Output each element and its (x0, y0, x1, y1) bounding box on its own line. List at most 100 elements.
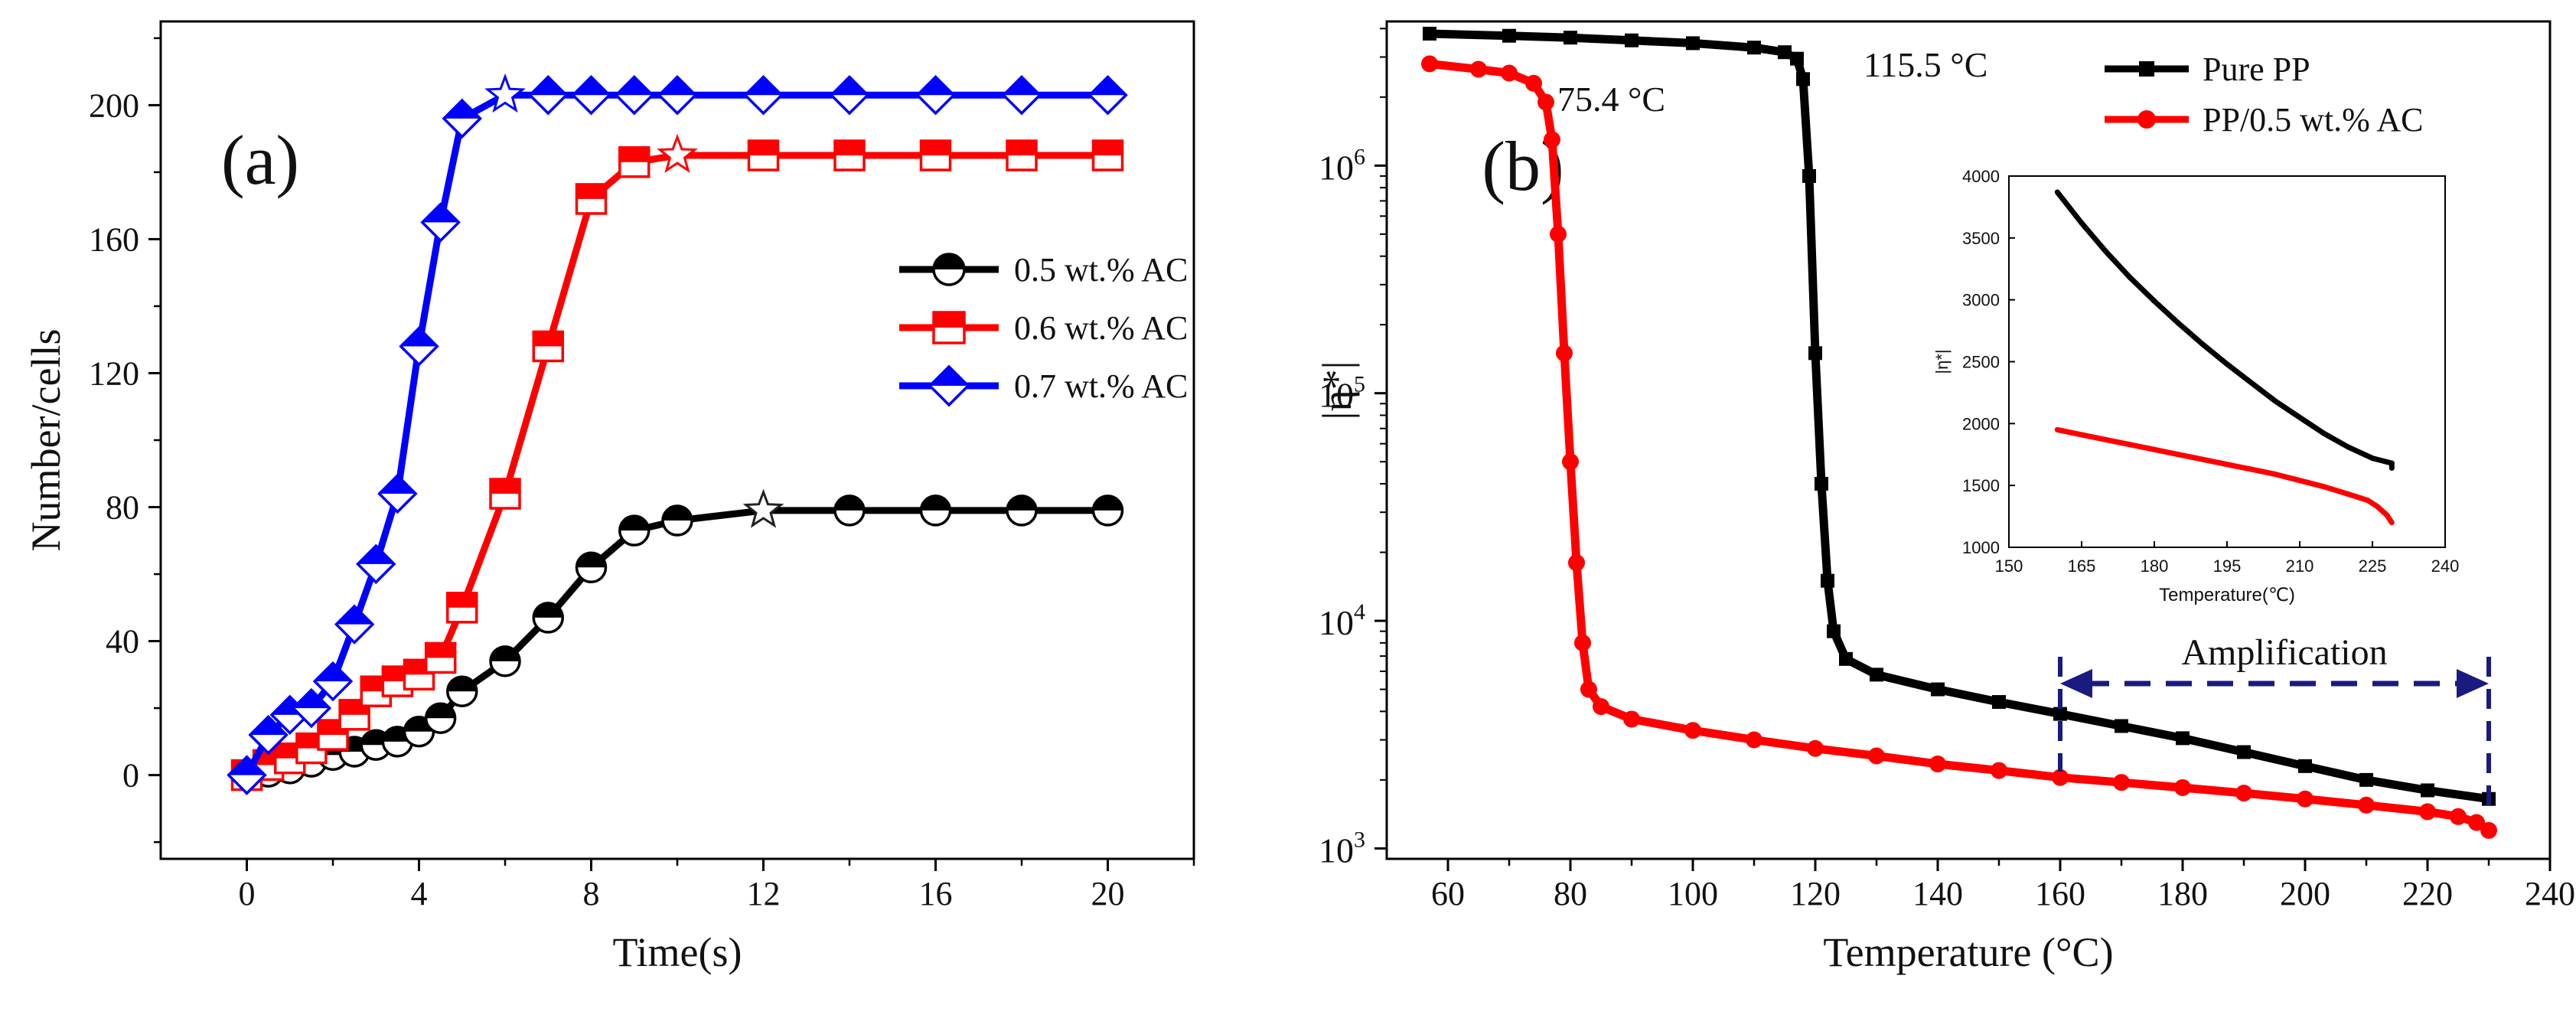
inset-point (2151, 446, 2157, 452)
panel-a-point (528, 75, 569, 116)
inset-point (2176, 452, 2182, 458)
panel-a-point (833, 494, 866, 527)
panel-b-point (1623, 710, 1640, 728)
panel-a-point-half (748, 141, 778, 156)
inset-point (2389, 460, 2395, 466)
panel-b-xtick-label: 60 (1431, 875, 1465, 912)
inset-series-1 (2054, 189, 2395, 471)
panel-b-point-shape (1537, 93, 1554, 111)
panel-b-point (1593, 698, 1609, 716)
panel-b-series-1 (1429, 29, 2490, 804)
panel-a-point-half (835, 495, 864, 511)
panel-b-point (2237, 745, 2251, 759)
panel-b-point (1870, 667, 1883, 682)
panel-a-legend-label: 0.5 wt.% AC (1014, 251, 1188, 289)
panel-b-point-shape (1556, 344, 1573, 362)
panel-b-frame (1385, 20, 2552, 860)
panel-b-point-shape (1929, 756, 1946, 773)
inset-point (2389, 520, 2395, 526)
panel-b-point (2358, 796, 2375, 814)
panel-a-xtick-label: 16 (919, 875, 953, 912)
panel-b-point (2468, 814, 2485, 831)
panel-b-point-shape (1593, 698, 1609, 716)
panel-a-point-half (249, 716, 287, 736)
panel-b-ylabel: |η*| (1314, 361, 1360, 420)
panel-b-point (1544, 131, 1560, 148)
panel-b-xtick-label: 160 (2035, 875, 2085, 912)
panel-b-point-shape (2298, 759, 2312, 773)
inset-ylabel: |η*| (1932, 349, 1952, 374)
panel-a-legend-marker-half (930, 367, 968, 386)
inset-point (2321, 430, 2327, 436)
panel-a-series-line (243, 91, 1108, 777)
panel-b-point-shape (1827, 624, 1841, 638)
panel-a-point-half (1003, 77, 1040, 96)
panel-a-ytick-label: 160 (89, 220, 139, 258)
panel-a-legend-label: 0.7 wt.% AC (1014, 367, 1188, 405)
panel-a-point (1087, 75, 1128, 116)
inset-point (2272, 472, 2278, 478)
panel-a-point-half (357, 546, 394, 564)
panel-a-point (915, 75, 956, 116)
panel-a-point (1091, 139, 1124, 171)
panel-b-point-shape (1580, 680, 1597, 698)
panel-b-legend-marker-shape (2139, 61, 2154, 77)
panel-b-point-shape (1790, 51, 1804, 66)
inset-point (2248, 466, 2255, 472)
panel-b-point (2235, 785, 2252, 802)
panel-b-point (1778, 45, 1792, 60)
inset-xtick-label: 195 (2213, 556, 2242, 576)
panel-a-point-star (742, 488, 784, 528)
panel-b-point (1562, 453, 1579, 471)
panel-b-point-shape (1544, 131, 1560, 148)
panel-b-point (1502, 28, 1516, 43)
panel-a-point (919, 494, 952, 527)
panel-b-point (1807, 739, 1824, 757)
panel-b-xtick-label: 120 (1790, 875, 1841, 912)
inset-point (2374, 504, 2380, 510)
panel-b-point (1564, 31, 1577, 45)
panel-b-point-shape (1807, 739, 1824, 757)
panel-b-point-shape (1564, 31, 1577, 45)
panel-b-point (1580, 680, 1597, 698)
panel-b-point-shape (2115, 719, 2128, 733)
inset-ytick-label: 3000 (1962, 291, 2000, 310)
panel-a-point-half (619, 516, 649, 531)
panel-a-point-half (422, 204, 459, 223)
panel-b-point (2298, 759, 2312, 773)
inset-point (2079, 220, 2085, 226)
panel-b-point-shape (1470, 60, 1487, 78)
panel-b-point-shape (1562, 453, 1579, 471)
panel-b-xtick-label: 80 (1554, 875, 1587, 912)
panel-b-annotation-ac: 75.4 °C (1557, 80, 1665, 119)
inset-xtick-label: 240 (2431, 556, 2460, 576)
panel-b-point-shape (1839, 651, 1853, 666)
panel-a-point-half (400, 328, 438, 347)
panel-b-legend-marker (2139, 61, 2154, 77)
panel-a-point-half (616, 77, 653, 96)
panel-a-legend-marker (928, 364, 970, 407)
panel-a-point-half (1093, 495, 1123, 511)
inset-point (2297, 414, 2303, 420)
inset-point (2079, 432, 2085, 438)
panel-b-point-shape (1746, 731, 1762, 749)
panel-b-legend-label: Pure PP (2203, 51, 2310, 88)
panel-a-point-half (447, 592, 477, 608)
panel-b-point-shape (1421, 55, 1438, 73)
inset-point (2224, 462, 2230, 468)
panel-b-point (2419, 803, 2436, 821)
panel-a-point-half (379, 475, 416, 494)
panel-b-legend-marker (2137, 110, 2156, 129)
panel-b-xlabel: Temperature (°C) (1823, 929, 2113, 975)
panel-a-point (291, 687, 332, 729)
panel-a-point-half (576, 184, 606, 199)
inset-xtick-label: 150 (1995, 556, 2023, 576)
panel-a-point (227, 755, 267, 795)
panel-b-point-shape (2052, 769, 2069, 786)
panel-b-point-shape (2358, 796, 2375, 814)
panel-b-point-shape (1525, 74, 1542, 92)
panel-a-point-half (572, 77, 610, 96)
panel-a-point-half (831, 77, 868, 96)
panel-a-point (334, 604, 375, 645)
panel-a-point (919, 139, 952, 171)
